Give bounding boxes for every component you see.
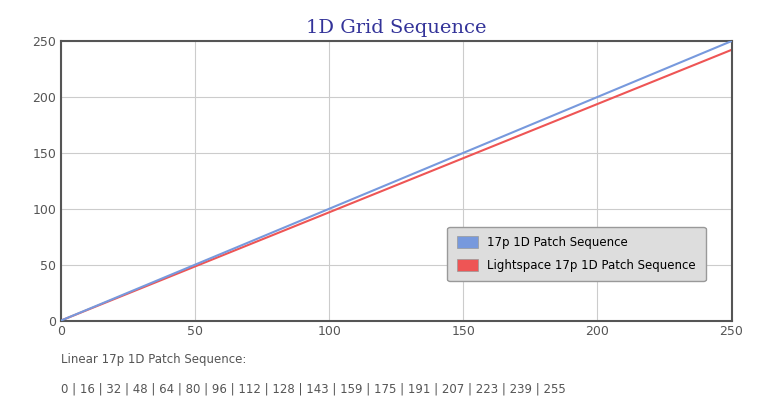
Legend: 17p 1D Patch Sequence, Lightspace 17p 1D Patch Sequence: 17p 1D Patch Sequence, Lightspace 17p 1D… [447,227,706,281]
Title: 1D Grid Sequence: 1D Grid Sequence [306,19,486,37]
Text: 0 | 16 | 32 | 48 | 64 | 80 | 96 | 112 | 128 | 143 | 159 | 175 | 191 | 207 | 223 : 0 | 16 | 32 | 48 | 64 | 80 | 96 | 112 | … [61,382,565,395]
Text: Linear 17p 1D Patch Sequence:: Linear 17p 1D Patch Sequence: [61,353,246,367]
